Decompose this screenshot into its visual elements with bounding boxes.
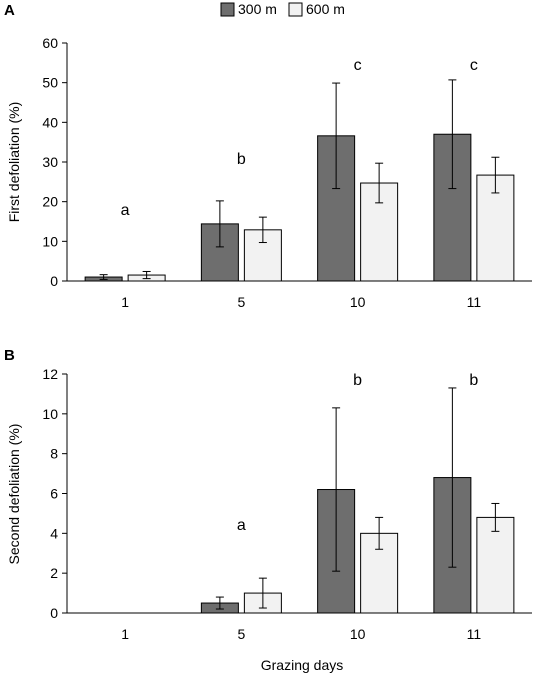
ylabel-a: First defoliation (%) <box>6 102 22 223</box>
significance-letter-a: a <box>121 202 130 219</box>
panel-label-a: A <box>4 2 15 19</box>
significance-letter-b: b <box>469 372 478 389</box>
x-tick-label-b: 5 <box>237 626 245 642</box>
y-tick-label-a: 40 <box>42 114 58 130</box>
y-tick-label-a: 30 <box>42 154 58 170</box>
legend-swatch-600m <box>288 2 303 17</box>
plot-area-a: 0 10 20 30 40 50 60 1 a 5 b 10 c 11 c <box>42 35 532 310</box>
x-tick-label-a: 10 <box>350 294 366 310</box>
bar-a-300m <box>317 135 356 282</box>
y-tick-label-b: 8 <box>50 446 58 462</box>
y-tick-label-a: 10 <box>42 233 58 249</box>
y-tick-label-b: 0 <box>50 605 58 621</box>
legend: 300 m 600 m <box>220 1 345 17</box>
significance-letter-a: c <box>470 57 478 74</box>
y-tick-label-a: 20 <box>42 194 58 210</box>
y-tick-label-a: 50 <box>42 75 58 91</box>
significance-letter-b: a <box>237 517 246 534</box>
plot-area-b: 0 2 4 6 8 10 12 1 5 a 10 b 11 b <box>42 366 532 642</box>
legend-label-300m: 300 m <box>238 1 277 17</box>
y-tick-label-b: 12 <box>42 366 58 382</box>
x-tick-label-b: 11 <box>467 626 482 642</box>
bar-a-600m <box>360 182 399 282</box>
significance-letter-b: b <box>353 372 362 389</box>
x-tick-label-a: 5 <box>237 294 245 310</box>
panel-b: B Second defoliation (%) 0 2 4 6 8 10 12 1 5 a 10 b… <box>4 347 532 642</box>
xlabel-grazing-days: Grazing days <box>261 657 343 673</box>
panel-label-b: B <box>4 347 15 364</box>
x-tick-label-b: 1 <box>121 626 129 642</box>
legend-label-600m: 600 m <box>306 1 345 17</box>
x-tick-label-a: 11 <box>467 294 482 310</box>
y-tick-label-b: 2 <box>50 565 58 581</box>
y-tick-label-a: 60 <box>42 35 58 51</box>
y-tick-label-b: 6 <box>50 486 58 502</box>
panel-a: A First defoliation (%) 0 10 20 30 40 50 60 1 a 5… <box>4 2 532 310</box>
y-tick-label-b: 10 <box>42 406 58 422</box>
significance-letter-a: b <box>237 151 246 168</box>
ylabel-b: Second defoliation (%) <box>6 424 22 565</box>
significance-letter-a: c <box>354 57 362 74</box>
x-tick-label-a: 1 <box>121 294 129 310</box>
bar-b-600m <box>476 516 515 614</box>
y-tick-label-b: 4 <box>50 525 58 541</box>
y-tick-label-a: 0 <box>50 273 58 289</box>
legend-swatch-300m <box>220 2 235 17</box>
x-tick-label-b: 10 <box>350 626 366 642</box>
